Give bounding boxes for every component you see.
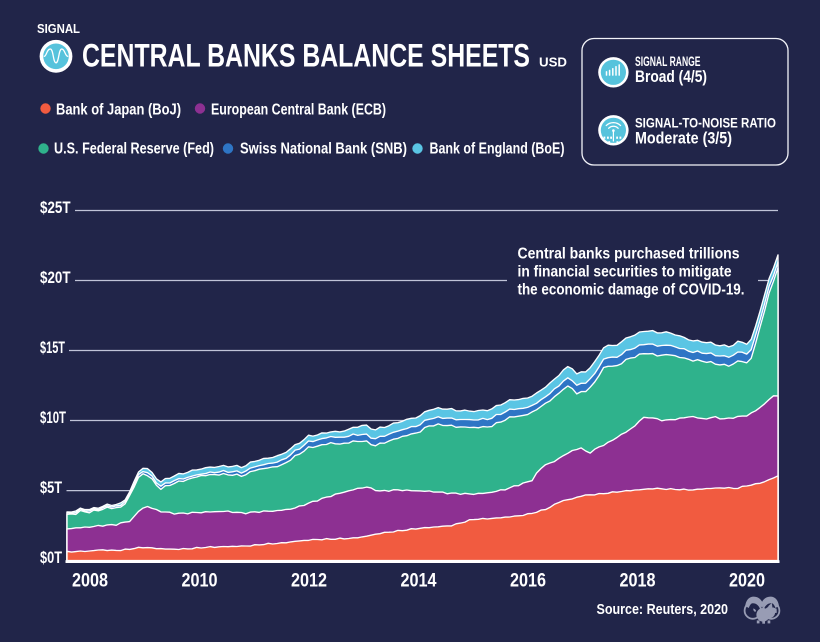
svg-text:Moderate (3/5): Moderate (3/5)	[635, 130, 732, 148]
svg-text:2008: 2008	[72, 571, 108, 592]
svg-text:$5T: $5T	[40, 479, 62, 497]
svg-text:Broad (4/5): Broad (4/5)	[635, 68, 707, 86]
svg-text:$20T: $20T	[40, 269, 71, 287]
svg-text:SIGNAL: SIGNAL	[37, 22, 80, 36]
svg-text:Bank of England (BoE): Bank of England (BoE)	[430, 141, 565, 158]
svg-text:USD: USD	[539, 56, 567, 70]
svg-text:CENTRAL BANKS BALANCE SHEETS: CENTRAL BANKS BALANCE SHEETS	[82, 38, 530, 74]
svg-text:$10T: $10T	[40, 409, 66, 427]
svg-text:Swiss National Bank (SNB): Swiss National Bank (SNB)	[240, 141, 407, 158]
svg-text:Bank of Japan (BoJ): Bank of Japan (BoJ)	[56, 102, 181, 119]
svg-text:2016: 2016	[510, 571, 546, 592]
svg-text:European Central Bank (ECB): European Central Bank (ECB)	[211, 102, 386, 119]
svg-text:2012: 2012	[291, 571, 327, 592]
svg-text:2018: 2018	[620, 571, 656, 592]
svg-text:$15T: $15T	[40, 339, 65, 357]
svg-text:2010: 2010	[182, 571, 218, 592]
svg-text:SIGNAL RANGE: SIGNAL RANGE	[635, 54, 701, 69]
svg-text:Source: Reuters, 2020: Source: Reuters, 2020	[597, 601, 729, 618]
svg-text:$0T: $0T	[40, 549, 62, 567]
svg-text:Central banks purchased trilli: Central banks purchased trillions	[518, 246, 740, 263]
svg-text:U.S. Federal Reserve (Fed): U.S. Federal Reserve (Fed)	[54, 141, 214, 158]
svg-text:in financial securities to mit: in financial securities to mitigate	[518, 264, 732, 281]
svg-text:SIGNAL-TO-NOISE RATIO: SIGNAL-TO-NOISE RATIO	[635, 116, 776, 131]
svg-text:2014: 2014	[401, 571, 437, 592]
svg-text:the economic damage of COVID-1: the economic damage of COVID-19.	[518, 282, 745, 299]
svg-text:2020: 2020	[729, 571, 765, 592]
svg-text:$25T: $25T	[40, 199, 71, 217]
